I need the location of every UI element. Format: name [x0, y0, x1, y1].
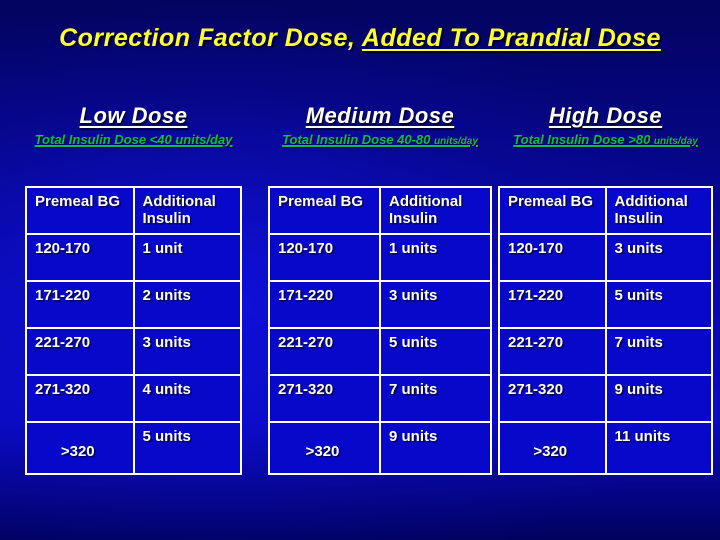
table-header-row: Premeal BG Additional Insulin — [498, 186, 713, 235]
bg-range-cell: 271-320 — [25, 374, 135, 423]
insulin-dose-cell: 5 units — [132, 421, 242, 475]
table-row: 271-320 7 units — [268, 374, 492, 423]
table-row: 271-320 4 units — [25, 374, 242, 423]
medium-dose-heading: Medium Dose — [305, 103, 455, 128]
table-row: >320 5 units — [25, 421, 242, 475]
additional-insulin-header: Additional Insulin — [604, 186, 713, 235]
medium-dose-subtitle-main: Total Insulin Dose 40-80 — [282, 132, 435, 147]
table-row: 120-170 1 units — [268, 233, 492, 282]
additional-insulin-header: Additional Insulin — [379, 186, 492, 235]
high-dose-subtitle: Total Insulin Dose >80 units/day — [498, 132, 713, 149]
high-dose-heading: High Dose — [548, 103, 663, 128]
slide-title-plain: Correction Factor Dose, — [59, 24, 362, 52]
high-dose-subtitle-main: Total Insulin Dose >80 — [513, 132, 654, 147]
bg-range-cell: 221-270 — [25, 327, 135, 376]
bg-range-cell: 221-270 — [268, 327, 381, 376]
bg-range-cell: 171-220 — [498, 280, 607, 329]
insulin-dose-cell: 5 units — [604, 280, 713, 329]
medium-dose-table: Premeal BG Additional Insulin 120-170 1 … — [268, 186, 492, 475]
premeal-bg-header: Premeal BG — [268, 186, 381, 235]
insulin-dose-cell: 3 units — [604, 233, 713, 282]
slide-title-underlined: Added To Prandial Dose — [361, 24, 661, 52]
insulin-dose-cell: 5 units — [379, 327, 492, 376]
high-dose-subtitle-units: units/day — [653, 136, 698, 147]
medium-dose-subtitle-units: units/day — [434, 136, 478, 147]
low-dose-subtitle-main: Total Insulin Dose <40 units/day — [34, 132, 233, 147]
table-row: 221-270 7 units — [498, 327, 713, 376]
insulin-dose-cell: 7 units — [604, 327, 713, 376]
table-row: 221-270 3 units — [25, 327, 242, 376]
insulin-dose-cell: 3 units — [132, 327, 242, 376]
table-row: 171-220 2 units — [25, 280, 242, 329]
insulin-dose-cell: 9 units — [604, 374, 713, 423]
bg-range-cell: 171-220 — [268, 280, 381, 329]
slide-title: Correction Factor Dose, Added To Prandia… — [0, 24, 720, 53]
insulin-dose-cell: 3 units — [379, 280, 492, 329]
dose-column-medium: Medium Dose Total Insulin Dose 40-80 uni… — [268, 103, 492, 475]
table-header-row: Premeal BG Additional Insulin — [25, 186, 242, 235]
bg-range-cell: 120-170 — [25, 233, 135, 282]
high-dose-table: Premeal BG Additional Insulin 120-170 3 … — [498, 186, 713, 475]
low-dose-heading: Low Dose — [79, 103, 188, 128]
low-dose-table: Premeal BG Additional Insulin 120-170 1 … — [25, 186, 242, 475]
table-row: >320 11 units — [498, 421, 713, 475]
insulin-dose-cell: 1 unit — [132, 233, 242, 282]
bg-range-cell: 120-170 — [268, 233, 381, 282]
table-row: 171-220 5 units — [498, 280, 713, 329]
premeal-bg-header: Premeal BG — [498, 186, 607, 235]
table-header-row: Premeal BG Additional Insulin — [268, 186, 492, 235]
insulin-dose-cell: 2 units — [132, 280, 242, 329]
table-row: 221-270 5 units — [268, 327, 492, 376]
table-row: 120-170 3 units — [498, 233, 713, 282]
bg-range-cell: >320 — [498, 421, 607, 475]
table-row: >320 9 units — [268, 421, 492, 475]
dose-column-low: Low Dose Total Insulin Dose <40 units/da… — [25, 103, 242, 475]
insulin-dose-cell: 11 units — [604, 421, 713, 475]
bg-range-cell: 120-170 — [498, 233, 607, 282]
insulin-dose-cell: 9 units — [379, 421, 492, 475]
insulin-dose-cell: 1 units — [379, 233, 492, 282]
dose-column-high: High Dose Total Insulin Dose >80 units/d… — [498, 103, 713, 475]
table-row: 171-220 3 units — [268, 280, 492, 329]
medium-dose-subtitle: Total Insulin Dose 40-80 units/day — [268, 132, 492, 149]
low-dose-subtitle: Total Insulin Dose <40 units/day — [25, 132, 242, 149]
insulin-dose-cell: 7 units — [379, 374, 492, 423]
insulin-dose-cell: 4 units — [132, 374, 242, 423]
table-row: 120-170 1 unit — [25, 233, 242, 282]
additional-insulin-header: Additional Insulin — [132, 186, 242, 235]
premeal-bg-header: Premeal BG — [25, 186, 135, 235]
bg-range-cell: 171-220 — [25, 280, 135, 329]
bg-range-cell: 221-270 — [498, 327, 607, 376]
bg-range-cell: >320 — [25, 421, 135, 475]
bg-range-cell: 271-320 — [498, 374, 607, 423]
bg-range-cell: >320 — [268, 421, 381, 475]
bg-range-cell: 271-320 — [268, 374, 381, 423]
table-row: 271-320 9 units — [498, 374, 713, 423]
